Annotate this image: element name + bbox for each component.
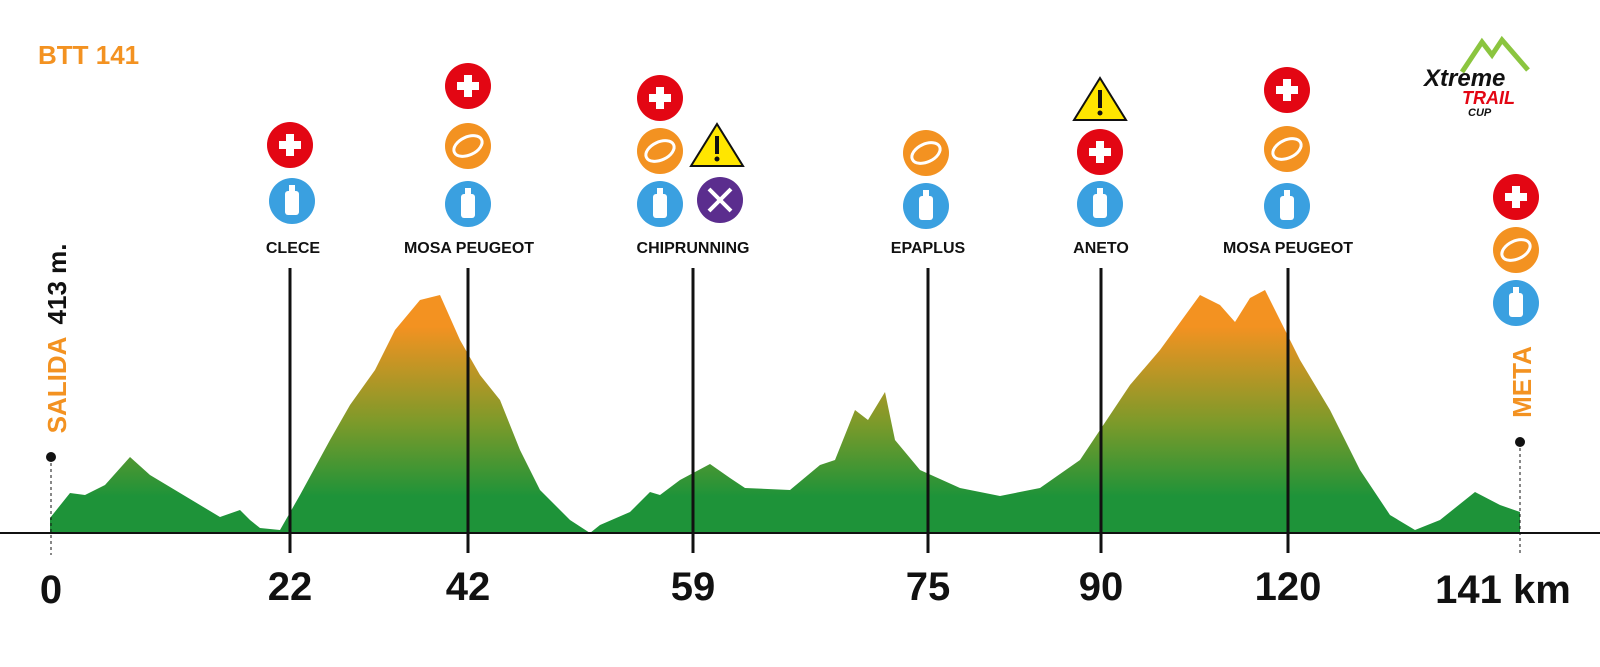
icon-glyph: [1280, 196, 1294, 220]
checkpoint-km: 42: [446, 565, 491, 609]
food-icon: [903, 130, 949, 176]
tools-icon: [697, 177, 743, 223]
icon-glyph: [289, 185, 295, 191]
icon-glyph: [923, 190, 929, 196]
icon-glyph: [1097, 110, 1103, 116]
checkpoint-km: 59: [671, 565, 716, 609]
km-finish: 141 km: [1435, 568, 1571, 612]
icon-glyph: [657, 188, 663, 194]
icon-glyph: [644, 139, 676, 163]
medical-icon: [445, 63, 491, 109]
medical-icon: [1264, 67, 1310, 113]
finish-label: META: [1507, 346, 1537, 418]
icon-glyph: [286, 134, 294, 156]
checkpoint-name: MOSA PEUGEOT: [1223, 240, 1353, 257]
icon-glyph: [1509, 293, 1523, 317]
icon-glyph: [1096, 141, 1104, 163]
icon-glyph: [1271, 137, 1303, 161]
checkpoint-km: 75: [906, 565, 951, 609]
water-icon: [1493, 280, 1539, 326]
checkpoint-km: 90: [1079, 565, 1124, 609]
logo-mountain: [1459, 35, 1530, 74]
km-start: 0: [40, 568, 62, 612]
start-label: SALIDA: [42, 336, 72, 433]
water-icon: [1264, 183, 1310, 229]
icon-glyph: [1283, 79, 1291, 101]
logo: Xtreme TRAIL CUP: [1422, 35, 1530, 119]
food-icon: [637, 128, 683, 174]
medical-icon: [1077, 129, 1123, 175]
water-icon: [445, 181, 491, 227]
icon-glyph: [1512, 186, 1520, 208]
checkpoint-name: EPAPLUS: [891, 240, 966, 257]
icon-glyph: [919, 196, 933, 220]
checkpoint-km: 22: [268, 565, 313, 609]
checkpoint-name: CLECE: [266, 240, 321, 257]
icon-glyph: [285, 191, 299, 215]
medical-icon: [267, 122, 313, 168]
water-icon: [903, 183, 949, 229]
medical-icon: [637, 75, 683, 121]
checkpoint-name: ANETO: [1073, 240, 1129, 257]
finish-dot: [1515, 437, 1525, 447]
food-icon: [445, 123, 491, 169]
checkpoint-name: MOSA PEUGEOT: [404, 240, 534, 257]
icon-bg: [903, 130, 949, 176]
icon-glyph: [452, 134, 484, 158]
icon-glyph: [1098, 90, 1102, 108]
icon-glyph: [1513, 287, 1519, 293]
logo-line1: Xtreme: [1422, 65, 1505, 92]
icon-bg: [637, 128, 683, 174]
icon-bg: [1264, 126, 1310, 172]
icon-bg: [1493, 227, 1539, 273]
icon-glyph: [464, 75, 472, 97]
icon-glyph: [1284, 190, 1290, 196]
icon-bg: [445, 123, 491, 169]
medical-icon: [1493, 174, 1539, 220]
logo-line3: CUP: [1468, 107, 1492, 119]
icon-glyph: [707, 187, 733, 213]
icon-glyph: [1097, 188, 1103, 194]
water-icon: [637, 181, 683, 227]
checkpoint-km: 120: [1255, 565, 1322, 609]
checkpoint-name: CHIPRUNNING: [637, 240, 750, 257]
title: BTT 141: [38, 40, 139, 70]
food-icon: [1493, 227, 1539, 273]
start-dot: [46, 452, 56, 462]
food-icon: [1264, 126, 1310, 172]
profile: [50, 290, 1520, 533]
icon-glyph: [656, 87, 664, 109]
icon-glyph: [1500, 238, 1532, 262]
warning-icon: [689, 122, 745, 167]
icon-glyph: [465, 188, 471, 194]
icon-glyph: [1093, 194, 1107, 218]
logo-line2: TRAIL: [1462, 88, 1515, 108]
icon-glyph: [715, 136, 719, 154]
water-icon: [1077, 181, 1123, 227]
icon-glyph: [653, 194, 667, 218]
icon-glyph: [461, 194, 475, 218]
elevation-label: 413 m.: [42, 244, 72, 325]
icon-glyph: [714, 156, 720, 162]
icon-glyph: [910, 141, 942, 165]
water-icon: [269, 178, 315, 224]
warning-icon: [1072, 76, 1128, 121]
